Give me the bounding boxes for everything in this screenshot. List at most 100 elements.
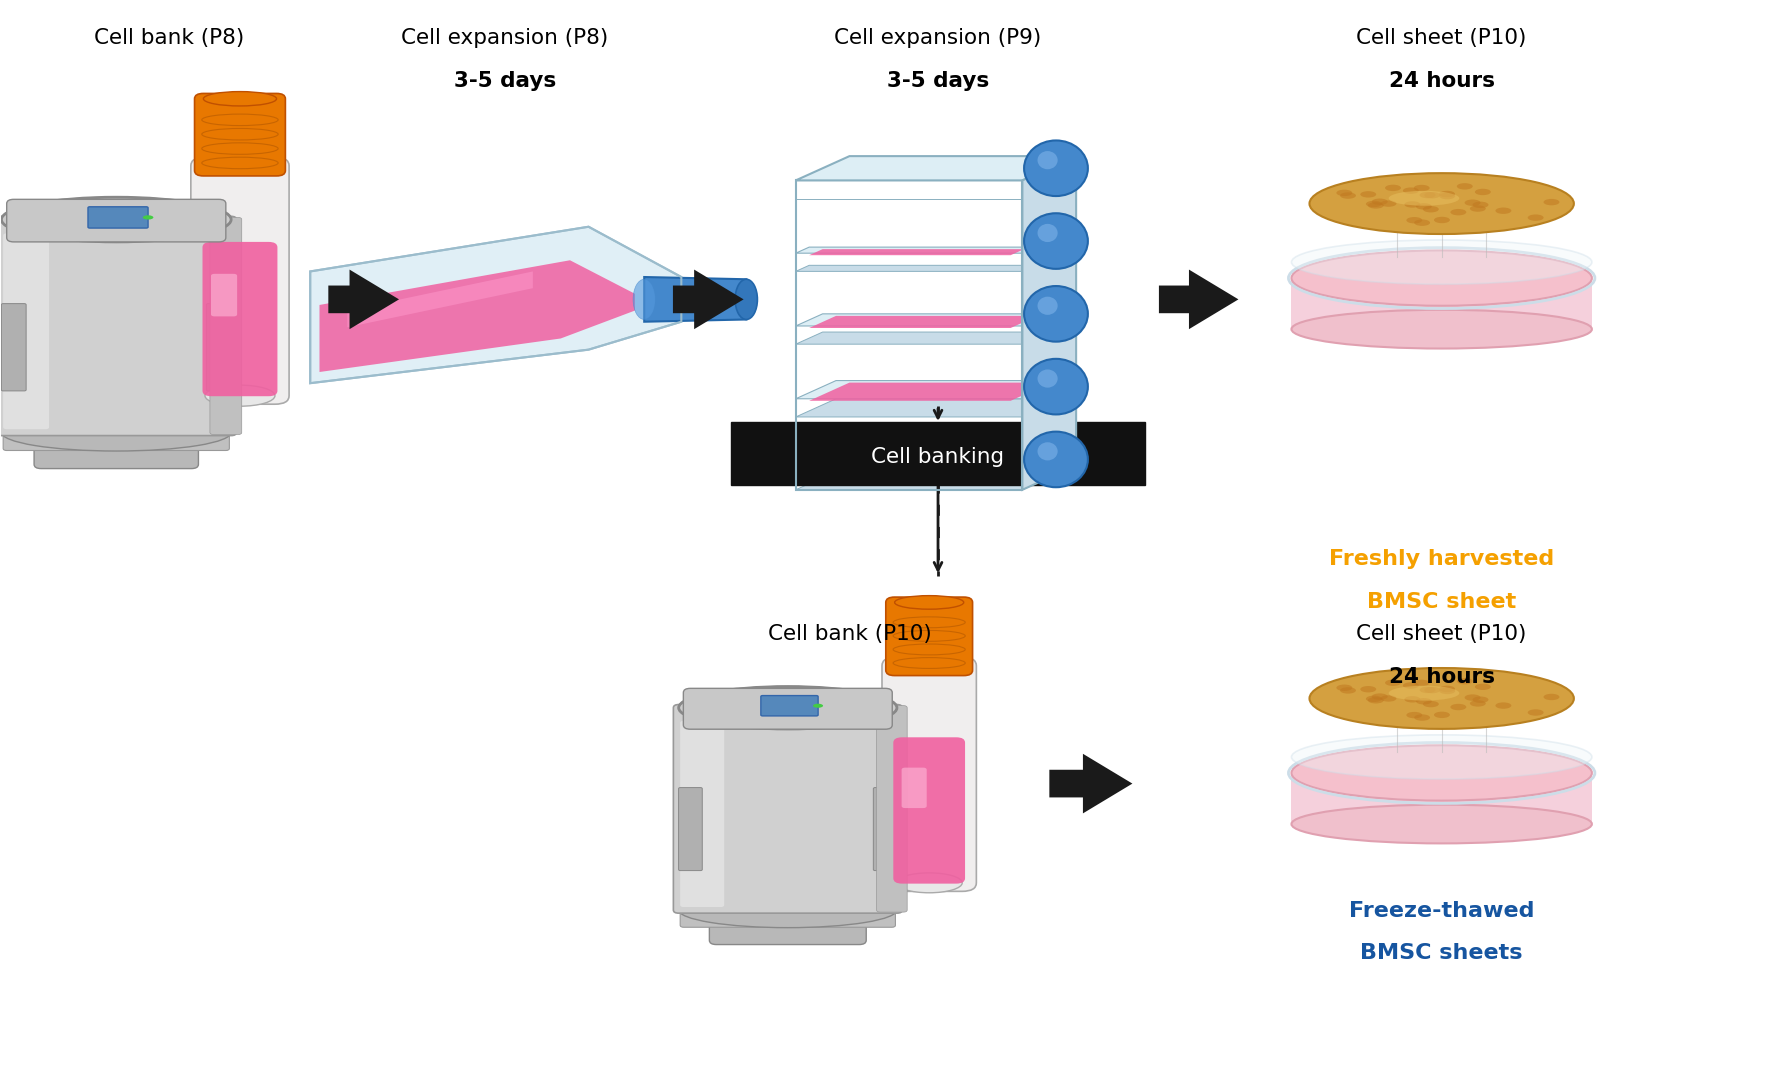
Polygon shape	[1159, 270, 1239, 329]
Polygon shape	[327, 270, 398, 329]
Ellipse shape	[1439, 191, 1455, 197]
Ellipse shape	[1528, 710, 1543, 716]
Text: 24 hours: 24 hours	[1389, 667, 1494, 686]
FancyBboxPatch shape	[731, 421, 1145, 484]
Polygon shape	[796, 156, 1076, 180]
Ellipse shape	[204, 92, 276, 106]
Polygon shape	[809, 316, 1037, 328]
Text: Cell expansion (P9): Cell expansion (P9)	[834, 28, 1041, 48]
Text: Cell expansion (P8): Cell expansion (P8)	[402, 28, 609, 48]
Ellipse shape	[678, 686, 897, 729]
Polygon shape	[347, 271, 533, 328]
Ellipse shape	[894, 595, 963, 609]
Ellipse shape	[1439, 688, 1455, 695]
FancyBboxPatch shape	[88, 207, 149, 228]
Ellipse shape	[1407, 217, 1423, 223]
Ellipse shape	[1469, 205, 1485, 211]
Text: Cell bank (P8): Cell bank (P8)	[94, 28, 244, 48]
Ellipse shape	[143, 216, 154, 220]
Polygon shape	[809, 383, 1051, 401]
Ellipse shape	[1368, 697, 1384, 703]
Ellipse shape	[678, 892, 897, 927]
Text: Cell bank (P10): Cell bank (P10)	[768, 624, 931, 644]
FancyBboxPatch shape	[207, 304, 232, 391]
FancyBboxPatch shape	[4, 427, 230, 450]
Polygon shape	[796, 399, 1062, 417]
Ellipse shape	[812, 704, 823, 707]
Ellipse shape	[1474, 189, 1490, 195]
Polygon shape	[1292, 278, 1591, 329]
Ellipse shape	[1292, 240, 1591, 284]
FancyBboxPatch shape	[901, 767, 927, 808]
Text: Cell banking: Cell banking	[871, 447, 1005, 467]
Polygon shape	[796, 332, 1050, 345]
Ellipse shape	[1450, 209, 1466, 216]
Polygon shape	[796, 248, 1035, 253]
FancyBboxPatch shape	[680, 721, 724, 907]
FancyBboxPatch shape	[2, 304, 27, 391]
Ellipse shape	[1416, 698, 1432, 704]
FancyBboxPatch shape	[34, 441, 198, 468]
FancyBboxPatch shape	[7, 200, 227, 242]
Text: Freeze-thawed: Freeze-thawed	[1349, 901, 1535, 921]
FancyBboxPatch shape	[680, 905, 896, 927]
Polygon shape	[796, 447, 1076, 472]
FancyBboxPatch shape	[4, 234, 50, 429]
Ellipse shape	[634, 280, 655, 319]
FancyBboxPatch shape	[876, 705, 908, 912]
Ellipse shape	[1434, 712, 1450, 718]
Ellipse shape	[1386, 680, 1402, 686]
Ellipse shape	[1464, 200, 1480, 206]
Ellipse shape	[1292, 309, 1591, 349]
Ellipse shape	[1037, 152, 1058, 170]
FancyBboxPatch shape	[881, 657, 977, 891]
Ellipse shape	[1372, 198, 1388, 205]
Polygon shape	[796, 381, 1062, 399]
Ellipse shape	[1037, 297, 1058, 315]
Ellipse shape	[205, 385, 274, 407]
FancyBboxPatch shape	[191, 157, 289, 404]
Ellipse shape	[1423, 701, 1439, 707]
Ellipse shape	[1366, 696, 1382, 702]
Ellipse shape	[1439, 193, 1455, 200]
Ellipse shape	[1361, 686, 1377, 692]
FancyBboxPatch shape	[761, 696, 818, 716]
FancyBboxPatch shape	[873, 787, 897, 871]
Ellipse shape	[1473, 202, 1489, 208]
Ellipse shape	[1037, 224, 1058, 242]
Ellipse shape	[1372, 694, 1388, 700]
Ellipse shape	[1404, 696, 1420, 702]
Ellipse shape	[1381, 696, 1397, 702]
Ellipse shape	[1414, 220, 1430, 226]
Ellipse shape	[1474, 684, 1490, 690]
Ellipse shape	[1404, 682, 1420, 688]
Ellipse shape	[1414, 185, 1430, 191]
Ellipse shape	[1407, 712, 1423, 718]
Ellipse shape	[1404, 188, 1420, 194]
FancyBboxPatch shape	[678, 787, 703, 871]
Ellipse shape	[1025, 213, 1089, 269]
Ellipse shape	[1543, 694, 1559, 700]
Ellipse shape	[1439, 686, 1455, 692]
Text: 24 hours: 24 hours	[1389, 70, 1494, 91]
Ellipse shape	[1496, 207, 1512, 213]
Polygon shape	[796, 266, 1035, 271]
FancyBboxPatch shape	[673, 704, 903, 913]
Ellipse shape	[1420, 192, 1435, 198]
Polygon shape	[644, 277, 747, 322]
Ellipse shape	[1292, 251, 1591, 306]
Polygon shape	[1050, 753, 1133, 813]
Ellipse shape	[1025, 359, 1089, 414]
FancyBboxPatch shape	[211, 274, 237, 317]
Polygon shape	[796, 465, 1076, 490]
Ellipse shape	[1340, 192, 1356, 198]
Ellipse shape	[1381, 201, 1397, 207]
Ellipse shape	[1025, 141, 1089, 196]
Ellipse shape	[1423, 206, 1439, 212]
Ellipse shape	[1404, 202, 1420, 208]
Ellipse shape	[1464, 695, 1480, 701]
Ellipse shape	[1361, 191, 1377, 197]
Polygon shape	[1292, 773, 1591, 824]
Ellipse shape	[1420, 687, 1435, 694]
Polygon shape	[310, 227, 681, 383]
